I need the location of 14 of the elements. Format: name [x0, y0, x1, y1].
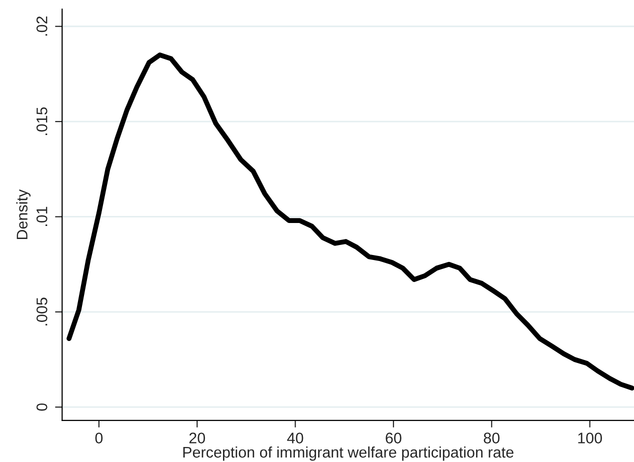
- x-tick-label: 100: [578, 432, 602, 444]
- line-series: [66, 52, 634, 390]
- y-axis-title: Density: [16, 189, 31, 240]
- x-tick-label: 20: [189, 432, 206, 444]
- y-tick-label: .01: [36, 206, 48, 226]
- y-tick-label: .02: [36, 16, 48, 36]
- x-axis-title: Perception of immigrant welfare participation rate: [183, 446, 514, 461]
- x-tick-label: 40: [287, 432, 304, 444]
- y-tick-label: .005: [36, 298, 48, 326]
- x-tick-label: 80: [484, 432, 500, 444]
- y-tick-label: 0: [36, 403, 48, 411]
- y-tick-label: .015: [36, 107, 48, 136]
- x-tick-label: 60: [386, 432, 402, 444]
- x-tick-label: 0: [95, 432, 103, 444]
